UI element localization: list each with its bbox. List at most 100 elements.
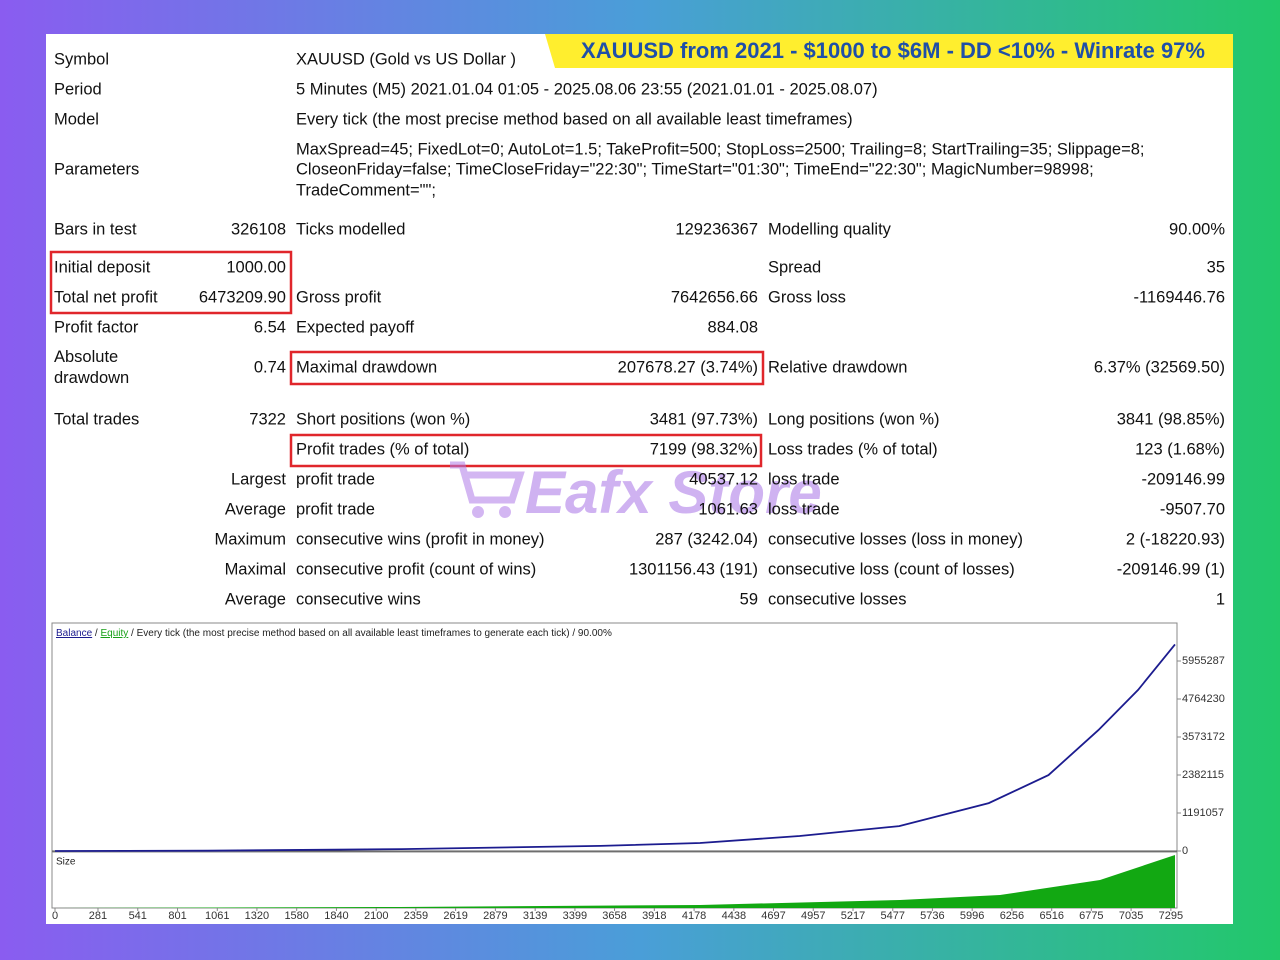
- report-cell: Total trades: [54, 410, 140, 429]
- highlight-box: [49, 250, 293, 315]
- report-cell: Loss trades (% of total): [768, 440, 938, 459]
- watermark-text: Eafx Store: [525, 459, 822, 526]
- x-tick-label: 6775: [1079, 910, 1103, 922]
- report-cell: Parameters: [54, 160, 140, 179]
- watermark: Eafx Store: [450, 459, 822, 526]
- report-cell: 1: [1215, 590, 1225, 609]
- report-cell: 1301156.43 (191): [628, 560, 758, 579]
- report-cell: consecutive losses (loss in money): [768, 530, 1023, 549]
- banner-bg: [545, 34, 1233, 68]
- x-tick-label: 3658: [602, 910, 626, 922]
- report-cell: 1000.00: [226, 258, 286, 277]
- report-cell: Maximum: [214, 530, 286, 549]
- x-tick-label: 281: [89, 910, 107, 922]
- balance-line: [54, 643, 1176, 852]
- report-cell: Spread: [768, 258, 822, 277]
- report-cell: 6.37% (32569.50): [1093, 358, 1225, 377]
- report-cell: Absolute drawdown: [54, 348, 130, 387]
- report-cell: Gross loss: [768, 288, 846, 307]
- legend-part: Equity: [100, 628, 128, 639]
- x-tick-label: 5996: [960, 910, 984, 922]
- size-area: [55, 855, 1175, 908]
- report-cell: profit trade: [296, 500, 375, 519]
- report-cell: Expected payoff: [296, 318, 415, 337]
- x-tick-label: 3139: [523, 910, 547, 922]
- report-cell: Largest: [230, 470, 286, 489]
- report-cell: Gross profit: [296, 288, 382, 307]
- x-tick-label: 4957: [801, 910, 825, 922]
- x-tick-label: 5217: [841, 910, 865, 922]
- report-cell: 0.74: [253, 358, 286, 377]
- report-cell: Relative drawdown: [768, 358, 908, 377]
- report-cell: Short positions (won %): [296, 410, 471, 429]
- legend-part: Balance: [56, 628, 93, 639]
- banner: XAUUSD from 2021 - $1000 to $6M - DD <10…: [581, 38, 1205, 63]
- x-tick-label: 2359: [404, 910, 428, 922]
- x-tick-label: 7035: [1119, 910, 1143, 922]
- report-cell: XAUUSD (Gold vs US Dollar ): [296, 50, 517, 69]
- report-cell: Long positions (won %): [768, 410, 940, 429]
- report-cell: 3481 (97.73%): [649, 410, 758, 429]
- report-cell: Modelling quality: [768, 220, 891, 239]
- x-tick-label: 4178: [682, 910, 706, 922]
- report-cell: Profit trades (% of total): [296, 440, 470, 459]
- report-cell: 40537.12: [689, 470, 758, 489]
- x-tick-label: 801: [168, 910, 186, 922]
- x-tick-label: 5736: [920, 910, 944, 922]
- report-cell: CloseonFriday=false; TimeCloseFriday="22…: [296, 160, 1094, 179]
- report-cell: 123 (1.68%): [1135, 440, 1225, 459]
- report-cell: TradeComment="";: [296, 181, 436, 200]
- x-tick-label: 3918: [642, 910, 666, 922]
- x-tick-label: 2100: [364, 910, 388, 922]
- y-tick-label: 5955287: [1182, 655, 1225, 667]
- report-cell: 59: [739, 590, 758, 609]
- report-cell: 7322: [249, 410, 286, 429]
- report-cell: Symbol: [54, 50, 110, 69]
- cart-wheel: [472, 506, 484, 518]
- report-cell: MaxSpread=45; FixedLot=0; AutoLot=1.5; T…: [296, 140, 1145, 159]
- report-cell: 90.00%: [1169, 220, 1225, 239]
- y-tick-label: 4764230: [1182, 693, 1225, 705]
- x-tick-label: 5477: [881, 910, 905, 922]
- report-cell: 326108: [230, 220, 286, 239]
- x-tick-label: 7295: [1159, 910, 1183, 922]
- report-cell: 6473209.90: [198, 288, 286, 307]
- cart-icon: [450, 461, 525, 504]
- report-cell: Initial deposit: [54, 258, 151, 277]
- legend-part: / Every tick (the most precise method ba…: [128, 628, 612, 639]
- x-tick-label: 1320: [245, 910, 269, 922]
- y-tick-label: 0: [1182, 845, 1188, 857]
- x-tick-label: 1840: [324, 910, 348, 922]
- report-cell: 6.54: [253, 318, 286, 337]
- x-tick-label: 541: [129, 910, 147, 922]
- y-tick-label: 2382115: [1182, 769, 1224, 781]
- report-cell: 35: [1206, 258, 1225, 277]
- report-cell: -209146.99 (1): [1116, 560, 1225, 579]
- x-tick-label: 2619: [443, 910, 467, 922]
- report-cell: consecutive wins: [296, 590, 421, 609]
- report-cell: Every tick (the most precise method base…: [296, 110, 853, 129]
- report-cell: 129236367: [675, 220, 758, 239]
- report-cell: loss trade: [768, 500, 840, 519]
- report-cell: 2 (-18220.93): [1125, 530, 1225, 549]
- report-cell: 1061.63: [698, 500, 758, 519]
- report-cell: consecutive wins (profit in money): [296, 530, 545, 549]
- highlight-box: [289, 433, 763, 468]
- report-cell: Profit factor: [54, 318, 139, 337]
- report-cell: Ticks modelled: [296, 220, 406, 239]
- report-cell: Maximal: [224, 560, 286, 579]
- report-cell: 5 Minutes (M5) 2021.01.04 01:05 - 2025.0…: [296, 80, 878, 99]
- report-cell: 3841 (98.85%): [1116, 410, 1225, 429]
- y-tick-label: 1191057: [1182, 807, 1224, 819]
- y-tick-label: 3573172: [1182, 731, 1225, 743]
- x-tick-label: 2879: [483, 910, 507, 922]
- cart-wheel: [499, 506, 511, 518]
- highlight-box: [289, 350, 765, 386]
- report-cell: -9507.70: [1159, 500, 1225, 519]
- report-cell: -1169446.76: [1133, 288, 1225, 307]
- x-tick-label: 4697: [761, 910, 785, 922]
- report-cell: 7642656.66: [670, 288, 758, 307]
- report-cell: -209146.99: [1141, 470, 1226, 489]
